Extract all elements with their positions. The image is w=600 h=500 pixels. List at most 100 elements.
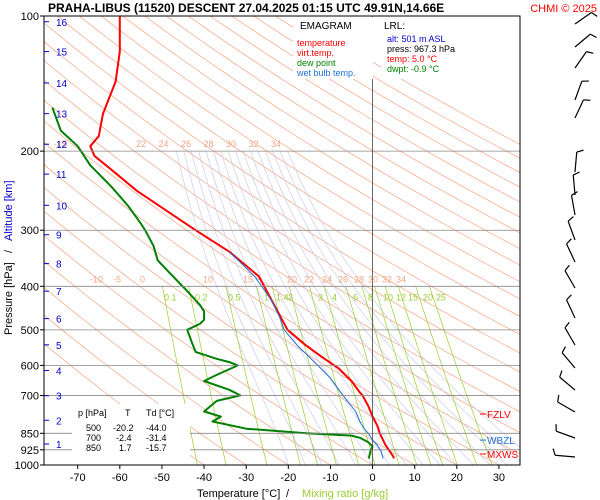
table-header-p: p [hPa] bbox=[78, 408, 107, 418]
moist-adiabat-line bbox=[242, 151, 441, 465]
mixing-ratio-label: 1 bbox=[264, 292, 269, 302]
table-cell: -31.4 bbox=[146, 433, 167, 443]
moist-adiabat-label: 32 bbox=[382, 274, 392, 284]
x-axis-title-temperature: Temperature [°C] bbox=[197, 488, 280, 500]
lrl-altitude: alt: 501 m ASL bbox=[387, 34, 446, 44]
mixing-ratio-line bbox=[429, 286, 493, 465]
mixing-ratio-line bbox=[188, 286, 227, 465]
x-tick-label: -10 bbox=[322, 472, 338, 484]
wind-barb bbox=[559, 376, 576, 391]
dry-adiabat-line bbox=[297, 16, 520, 145]
table-cell: -20.2 bbox=[113, 423, 134, 433]
moist-adiabat-line bbox=[272, 151, 508, 465]
y-tick-label: 925 bbox=[21, 445, 39, 457]
y-tick-label: 100 bbox=[21, 11, 39, 23]
y-tick-label: 200 bbox=[21, 146, 39, 158]
altitude-tick-label: 7 bbox=[56, 287, 62, 298]
wind-barb bbox=[574, 81, 583, 101]
x-tick-label: 20 bbox=[451, 472, 463, 484]
lrl-title: LRL: bbox=[384, 21, 405, 32]
wind-barb bbox=[570, 195, 576, 216]
dry-adiabat-label: 28 bbox=[204, 139, 214, 149]
y-axis-title-separator: / bbox=[3, 249, 15, 253]
y-axis-title-altitude: Altitude [km] bbox=[3, 180, 15, 241]
dry-adiabat-line bbox=[44, 187, 457, 465]
altitude-tick-label: 10 bbox=[56, 201, 68, 212]
moist-adiabat-line bbox=[257, 151, 474, 465]
wind-barb bbox=[574, 12, 592, 25]
y-tick-label: 300 bbox=[21, 225, 39, 237]
dry-adiabat-line bbox=[44, 164, 500, 465]
table-cell: -2.4 bbox=[116, 433, 132, 443]
moist-adiabat-label: 34 bbox=[396, 274, 406, 284]
copyright: CHMI © 2025 bbox=[530, 3, 597, 15]
mixing-ratio-label: 12 bbox=[396, 292, 406, 302]
dry-adiabat-line bbox=[253, 16, 520, 174]
mixing-ratio-line bbox=[225, 286, 268, 465]
dry-adiabat-label: 30 bbox=[226, 139, 236, 149]
wind-barb-flag bbox=[559, 370, 563, 378]
wind-barb bbox=[555, 454, 576, 458]
wind-barb bbox=[574, 99, 584, 119]
moist-adiabat-line bbox=[287, 151, 520, 448]
mixing-ratio-label: 6 bbox=[353, 292, 358, 302]
legend-virt-temp: virt.temp. bbox=[297, 48, 334, 58]
altitude-tick-label: 11 bbox=[56, 170, 67, 181]
wind-barb bbox=[572, 175, 576, 196]
wind-barb-flag bbox=[590, 33, 597, 39]
mixing-ratio-line bbox=[323, 286, 376, 465]
dry-adiabat-line bbox=[122, 16, 520, 266]
plot-frame bbox=[43, 15, 521, 466]
altitude-tick-label: 8 bbox=[56, 260, 62, 271]
wind-barb-flag bbox=[561, 346, 567, 353]
mixing-ratio-line bbox=[397, 286, 458, 465]
moist-adiabat-line bbox=[250, 151, 458, 465]
wind-barb bbox=[557, 401, 576, 413]
mixing-ratio-label: 3 bbox=[318, 292, 323, 302]
dry-adiabat-label: 24 bbox=[159, 139, 169, 149]
moist-adiabat-line bbox=[176, 151, 289, 465]
dry-adiabat-label: 22 bbox=[136, 139, 146, 149]
altitude-tick-label: 9 bbox=[56, 231, 62, 242]
moist-adiabat-label: 28 bbox=[354, 274, 364, 284]
moist-adiabat-line bbox=[190, 151, 323, 465]
wind-barb-flag bbox=[566, 294, 572, 301]
plot-area bbox=[44, 16, 520, 465]
dry-adiabat-line bbox=[44, 99, 520, 413]
y-tick-label: 500 bbox=[21, 325, 39, 337]
series-temperature bbox=[89, 16, 395, 459]
altitude-tick-label: 5 bbox=[56, 341, 62, 352]
legend-temperature: temperature bbox=[297, 38, 346, 48]
moist-adiabat-label: 30 bbox=[368, 274, 378, 284]
wind-barb bbox=[574, 51, 587, 69]
wind-barb-flag bbox=[564, 321, 570, 329]
moist-adiabat-line bbox=[265, 151, 491, 465]
dry-adiabat-line bbox=[275, 16, 520, 159]
dry-adiabat-line bbox=[44, 314, 247, 465]
mixing-ratio-label: 0.2 bbox=[195, 292, 208, 302]
wind-barb bbox=[566, 243, 576, 263]
lrl-pressure: press: 967.3 hPa bbox=[387, 44, 455, 54]
y-tick-label: 700 bbox=[21, 390, 39, 402]
y-tick-label: 1000 bbox=[15, 460, 39, 472]
moist-adiabat-label: 26 bbox=[338, 274, 348, 284]
x-axis-title-mixing-ratio: Mixing ratio [g/kg] bbox=[302, 488, 388, 500]
wind-barb bbox=[564, 270, 576, 289]
moist-adiabat-label: -10 bbox=[90, 274, 103, 284]
mixing-ratio-line bbox=[162, 286, 198, 465]
wind-barb bbox=[566, 299, 576, 319]
moist-adiabat-line bbox=[183, 151, 306, 465]
wind-barb-flag bbox=[564, 264, 570, 272]
table-header-t: T bbox=[125, 408, 131, 418]
x-tick-label: -60 bbox=[112, 472, 128, 484]
wind-barb-flag bbox=[591, 12, 598, 17]
mixing-ratio-label: 8 bbox=[368, 292, 373, 302]
x-tick-label: 0 bbox=[370, 472, 376, 484]
altitude-tick-label: 14 bbox=[56, 79, 68, 90]
x-tick-label: -50 bbox=[154, 472, 170, 484]
dry-adiabat-label: 26 bbox=[181, 139, 191, 149]
legend-dew-point: dew point bbox=[297, 58, 336, 68]
wind-barb-flag bbox=[576, 149, 584, 153]
wind-barb-flag bbox=[566, 238, 572, 245]
y-tick-label: 850 bbox=[21, 428, 39, 440]
